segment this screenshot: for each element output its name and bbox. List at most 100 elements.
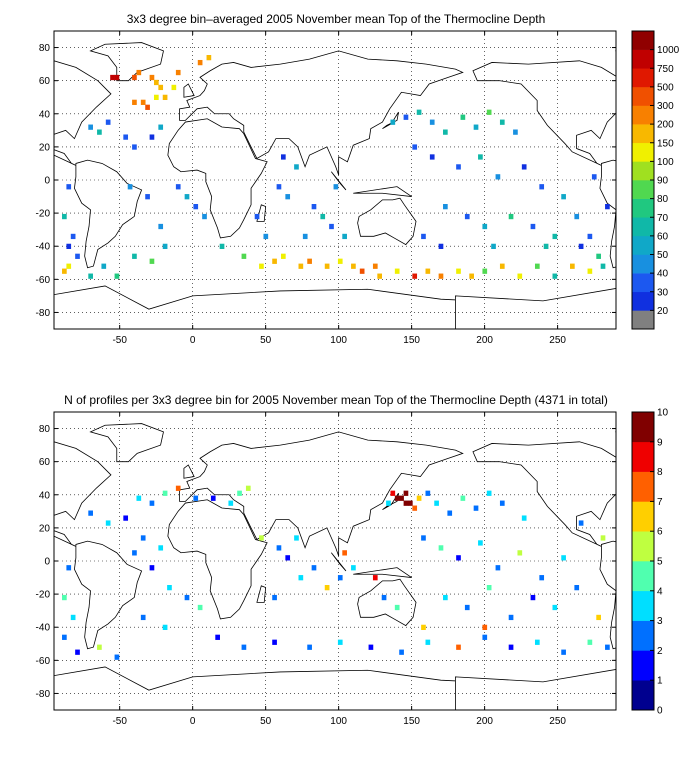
data-bin [324,263,330,269]
data-bin [197,59,203,66]
colorbar-swatch [632,680,654,711]
data-bin [280,154,286,160]
data-bin [596,253,601,259]
data-bin [158,124,164,130]
data-bin [508,614,514,621]
data-bin [88,124,93,130]
data-bin [508,213,514,220]
data-bin [259,535,264,541]
data-bin [171,84,177,91]
data-bin [587,233,593,240]
coastline-9 [183,83,195,98]
data-bin [280,253,286,259]
data-bin [145,104,150,110]
colorbar-label: 9 [657,437,663,448]
data-bin [473,505,479,511]
y-tick-label: -80 [36,689,51,700]
data-bin [390,119,396,125]
colorbar-swatch [632,86,654,106]
data-bin [307,644,312,650]
x-tick-label: 150 [403,716,420,727]
data-bin [482,634,488,640]
data-bin [285,194,291,200]
data-bin [469,273,474,279]
data-bin [132,550,137,556]
data-bin [162,94,168,101]
data-bin [62,213,67,220]
colorbar-label: 1 [657,676,663,687]
coastline-0 [472,60,616,168]
data-bin [197,604,203,611]
data-bin [359,268,365,274]
data-bin [412,144,418,150]
data-bin [136,69,142,76]
data-bin [499,500,505,506]
data-bin [377,273,383,279]
data-bin [241,644,247,650]
data-bin [368,644,374,650]
data-bin [337,639,343,645]
colorbar-label: 10 [657,408,669,419]
data-bin [416,495,422,501]
data-bin [482,268,488,274]
data-bin [443,594,448,601]
data-bin [381,594,387,601]
data-bin [486,585,492,591]
colorbar-label: 750 [657,64,674,75]
colorbar-swatch [632,471,654,502]
data-bin [132,144,137,150]
data-bin [447,510,453,516]
colorbar-swatch [632,180,654,199]
data-bin [149,500,155,506]
colorbar-swatch [632,620,654,651]
colorbar-label: 100 [657,157,674,168]
data-bin [491,243,496,250]
data-bin [372,263,378,269]
data-bin [114,74,120,81]
data-bin [193,495,199,501]
colorbar-label: 1000 [657,45,680,56]
y-tick-label: 40 [39,109,51,120]
data-bin [62,634,67,640]
coastline-11 [353,186,412,197]
data-bin [438,273,444,279]
profile-count-panel: N of profiles per 3x3 degree bin for 200… [36,393,669,727]
data-bin [464,213,470,220]
data-bin [460,114,466,120]
data-bin [587,268,593,274]
data-bin [543,243,549,250]
x-tick-label: 200 [476,716,493,727]
colorbar-label: 20 [657,306,669,317]
x-tick-label: 250 [549,335,566,346]
colorbar-label: 2 [657,646,663,657]
colorbar-swatch [632,590,654,621]
data-bin [434,500,439,506]
coastline-5 [357,197,417,246]
data-bin [456,164,461,170]
data-bin [591,174,597,180]
data-bin [132,99,137,105]
data-bin [294,164,299,170]
coastline-6 [455,669,616,710]
data-bin [329,223,334,230]
data-bin [351,565,356,571]
colorbar-label: 0 [657,706,663,717]
data-bin [499,263,505,269]
data-bin [456,268,461,274]
data-bin [184,594,190,601]
data-bin [324,585,330,591]
colorbar-label: 300 [657,101,674,112]
data-bin [596,614,601,621]
data-bin [66,243,72,250]
data-bin [263,233,269,240]
data-bin [127,184,133,190]
data-bin [153,79,159,86]
data-bin [272,639,277,645]
x-tick-label: 200 [476,335,493,346]
profile-count-colorbar: 0 1 2 3 4 5 6 7 8 9 10 [631,408,669,717]
colorbar-label: 80 [657,194,669,205]
data-bin [158,545,164,551]
data-bin [425,268,431,274]
data-bin [351,263,356,269]
